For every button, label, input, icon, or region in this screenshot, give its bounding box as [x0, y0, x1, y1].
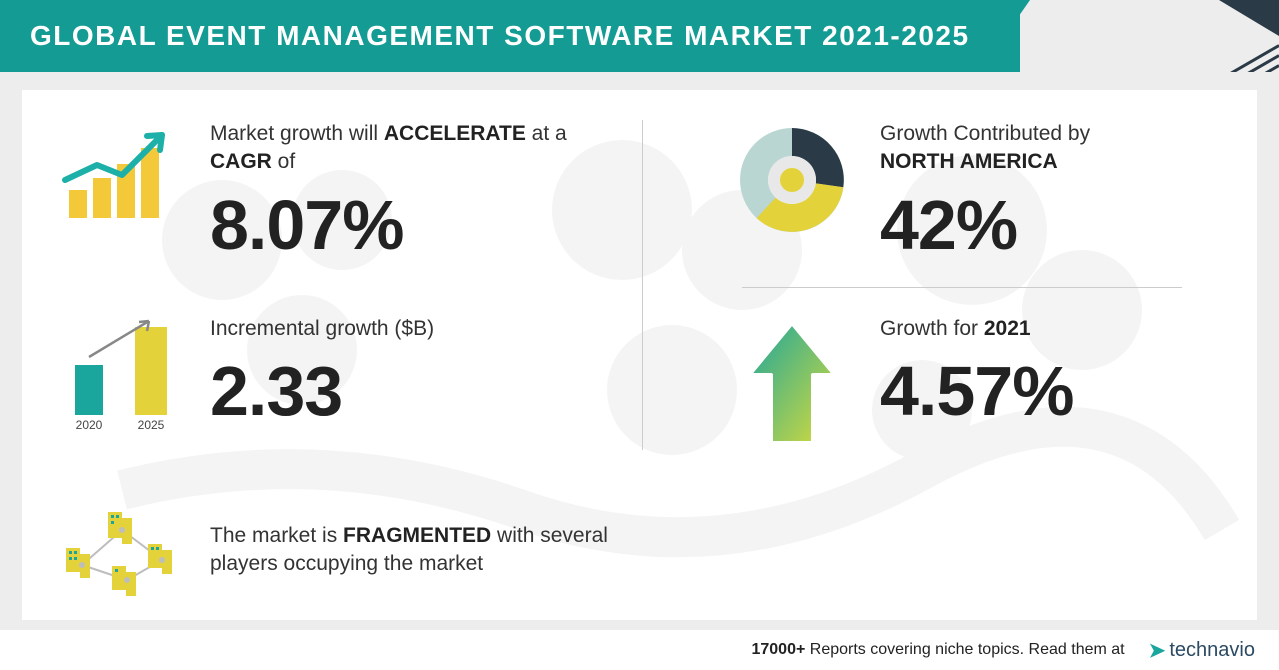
text: Growth for [880, 317, 984, 340]
footer-tail: Reports covering niche topics. Read them… [805, 641, 1124, 658]
ygrowth-value: 4.57% [880, 351, 1222, 431]
cagr-block: Market growth will ACCELERATE at a CAGR … [52, 120, 612, 265]
fragmented-block: The market is FRAGMENTED with several pl… [52, 500, 612, 600]
ygrowth-lead: Growth for 2021 [880, 315, 1222, 343]
incremental-block: 2020 2025 Incremental growth ($B) 2.33 [52, 315, 612, 435]
text: The market is [210, 524, 343, 547]
horizontal-divider [742, 287, 1182, 288]
footer-text: 17000+ Reports covering niche topics. Re… [751, 641, 1124, 659]
incremental-value: 2.33 [210, 351, 612, 431]
text-strong: CAGR [210, 150, 272, 173]
header-bar: GLOBAL EVENT MANAGEMENT SOFTWARE MARKET … [0, 0, 1020, 72]
svg-text:2020: 2020 [76, 418, 103, 432]
text: Growth Contributed by [880, 122, 1090, 145]
header-corner [999, 0, 1279, 72]
footer-bar: 17000+ Reports covering niche topics. Re… [0, 630, 1279, 670]
bar-compare-icon: 2020 2025 [57, 315, 187, 435]
cagr-value: 8.07% [210, 185, 612, 265]
page-title: GLOBAL EVENT MANAGEMENT SOFTWARE MARKET … [30, 20, 970, 52]
region-lead: Growth Contributed by NORTH AMERICA [880, 120, 1222, 177]
text: Market growth will [210, 122, 384, 145]
infographic-canvas: Market growth will ACCELERATE at a CAGR … [22, 90, 1257, 620]
technavio-logo: ➤ technavio [1149, 638, 1255, 663]
text-strong: FRAGMENTED [343, 524, 491, 547]
cagr-lead: Market growth will ACCELERATE at a CAGR … [210, 120, 612, 177]
incremental-lead: Incremental growth ($B) [210, 315, 612, 343]
region-block: Growth Contributed by NORTH AMERICA 42% [722, 120, 1222, 265]
svg-text:2025: 2025 [138, 418, 165, 432]
city-network-icon [52, 500, 192, 600]
fragmented-lead: The market is FRAGMENTED with several pl… [210, 522, 612, 579]
region-value: 42% [880, 185, 1222, 265]
logo-arrow-icon: ➤ [1149, 638, 1166, 663]
vertical-divider [642, 120, 643, 450]
logo-text: technavio [1169, 639, 1255, 662]
year-growth-block: Growth for 2021 4.57% [722, 315, 1222, 455]
text: of [272, 150, 295, 173]
donut-chart-icon [732, 120, 852, 240]
text: at a [526, 122, 567, 145]
text-strong: NORTH AMERICA [880, 150, 1058, 173]
growth-chart-icon [57, 120, 187, 230]
text-strong: ACCELERATE [384, 122, 526, 145]
text-strong: 2021 [984, 317, 1031, 340]
footer-count: 17000+ [751, 641, 805, 658]
up-arrow-icon [737, 315, 847, 455]
